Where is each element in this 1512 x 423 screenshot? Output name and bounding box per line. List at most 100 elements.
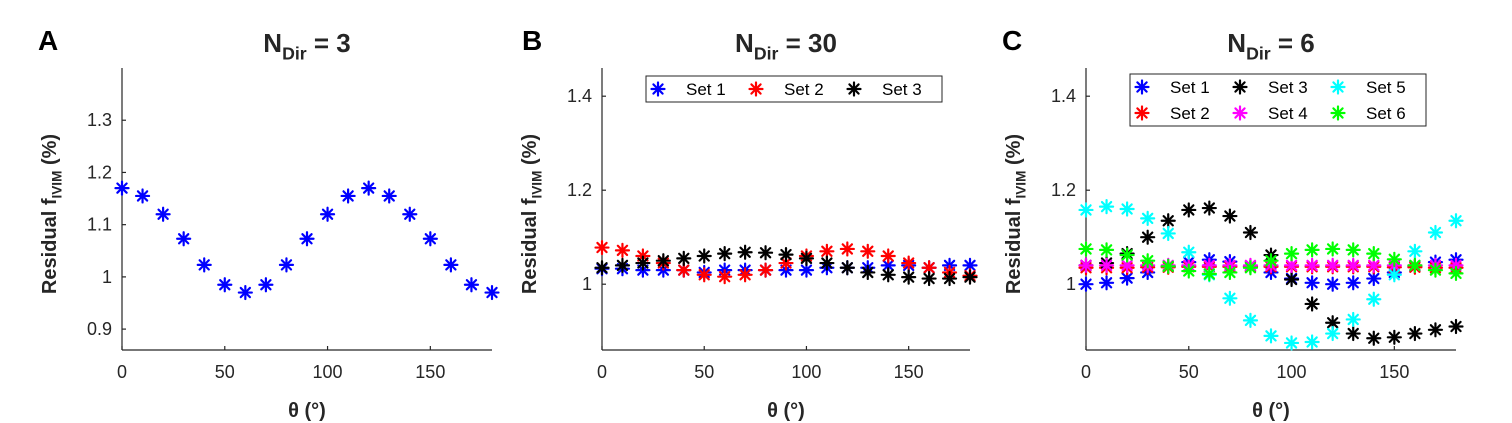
data-point	[1304, 242, 1320, 258]
legend-box	[645, 75, 943, 103]
legend-item: Set 3	[1232, 78, 1308, 97]
legend-box	[1129, 73, 1427, 127]
legend-item: Set 2	[748, 80, 824, 99]
data-point	[176, 231, 192, 247]
legend-item: Set 6	[1330, 104, 1406, 123]
data-point	[1160, 225, 1176, 242]
data-point	[839, 241, 855, 257]
data-point	[1181, 244, 1197, 260]
data-point	[1242, 224, 1259, 241]
data-point	[340, 188, 356, 204]
data-point	[737, 244, 753, 260]
data-point	[1283, 271, 1300, 288]
data-point	[1140, 229, 1156, 245]
data-point	[1345, 242, 1361, 258]
data-point	[196, 257, 212, 273]
data-point	[1140, 253, 1156, 269]
data-point	[1140, 210, 1156, 226]
data-point	[1345, 311, 1361, 328]
data-point	[880, 267, 896, 283]
panel-c: C NDir = 6 0 50 100 150 1 1.2 1.4 θ (°) Residual f…	[1002, 25, 1464, 422]
data-point	[1201, 266, 1217, 282]
data-point	[1078, 241, 1094, 257]
data-point	[1325, 315, 1341, 331]
data-point	[717, 246, 733, 262]
data-point	[1325, 276, 1341, 292]
data-point	[1407, 257, 1423, 273]
data-point	[1448, 265, 1464, 281]
legend-label: Set 3	[882, 80, 922, 99]
legend-marker	[1232, 105, 1248, 121]
legend-label: Set 4	[1268, 104, 1308, 123]
data-point	[299, 231, 315, 247]
data-point	[696, 267, 712, 283]
data-point	[1222, 290, 1238, 306]
panel-label: B	[522, 25, 542, 56]
data-point	[237, 284, 253, 301]
data-point	[1386, 329, 1402, 345]
legend-label: Set 6	[1366, 104, 1406, 123]
data-point	[1304, 257, 1320, 273]
data-point	[921, 260, 937, 276]
y-axis-label-group: Residual fIVIM (%)	[1003, 134, 1029, 294]
data-point	[1407, 243, 1423, 259]
x-tick-label: 150	[1379, 362, 1409, 382]
y-tick-label: 1.2	[1051, 180, 1076, 200]
x-tick-label: 0	[1081, 362, 1091, 382]
data-point	[1098, 257, 1115, 273]
data-point	[381, 188, 397, 204]
data-point	[1098, 275, 1115, 291]
y-tick-label: 1	[102, 267, 112, 287]
data-point	[1242, 260, 1259, 276]
data-point	[1366, 270, 1382, 287]
data-point	[1119, 270, 1135, 286]
data-point	[1222, 208, 1238, 224]
data-point	[1386, 251, 1402, 267]
data-point	[1345, 257, 1361, 273]
data-point	[484, 284, 500, 301]
data-point	[114, 180, 130, 196]
y-axis-label-sub: IVIM	[50, 171, 65, 199]
x-tick-label: 50	[694, 362, 714, 382]
x-tick-label: 150	[415, 362, 445, 382]
data-point	[1304, 296, 1320, 312]
data-point	[614, 242, 631, 258]
data-point	[1160, 213, 1176, 229]
data-point	[1242, 312, 1259, 328]
data-point	[1283, 335, 1300, 351]
y-tick-label: 1	[1066, 274, 1076, 294]
data-point	[798, 250, 815, 266]
data-point	[676, 250, 692, 266]
legend-marker	[650, 81, 666, 97]
data-point	[217, 277, 233, 293]
y-axis-label-group: Residual fIVIM (%)	[39, 134, 65, 294]
data-point	[463, 277, 480, 293]
data-point	[1201, 200, 1217, 216]
data-point	[1427, 224, 1444, 241]
data-point	[655, 253, 671, 269]
data-point	[635, 255, 651, 271]
data-point	[361, 180, 377, 196]
y-axis-label-suffix: (%)	[39, 134, 61, 171]
y-axis-label-suffix: (%)	[519, 134, 541, 171]
data-point	[1222, 264, 1238, 281]
data-point	[921, 270, 937, 287]
data-point	[1448, 318, 1464, 335]
data-point	[1366, 330, 1382, 346]
y-axis-label-suffix: (%)	[1003, 134, 1025, 171]
x-tick-label: 50	[215, 362, 235, 382]
data-point	[1119, 201, 1135, 217]
data-point	[1098, 242, 1115, 258]
panel-a: A NDir = 3 0 50 100 150 0.9 1 1.1 1.2 1.3 θ (°) Resi…	[38, 25, 500, 422]
chart-title-main: N	[1227, 28, 1246, 58]
data-point	[819, 255, 835, 271]
legend: Set 1 Set 2 Set 3	[645, 75, 943, 103]
legend-marker	[1134, 79, 1150, 95]
data-point	[901, 269, 917, 285]
chart-title-main: N	[735, 28, 754, 58]
chart-title-suffix: = 30	[778, 28, 837, 58]
y-tick-label: 1	[582, 274, 592, 294]
chart-title-sub: Dir	[282, 43, 307, 63]
legend-item: Set 1	[650, 80, 726, 99]
